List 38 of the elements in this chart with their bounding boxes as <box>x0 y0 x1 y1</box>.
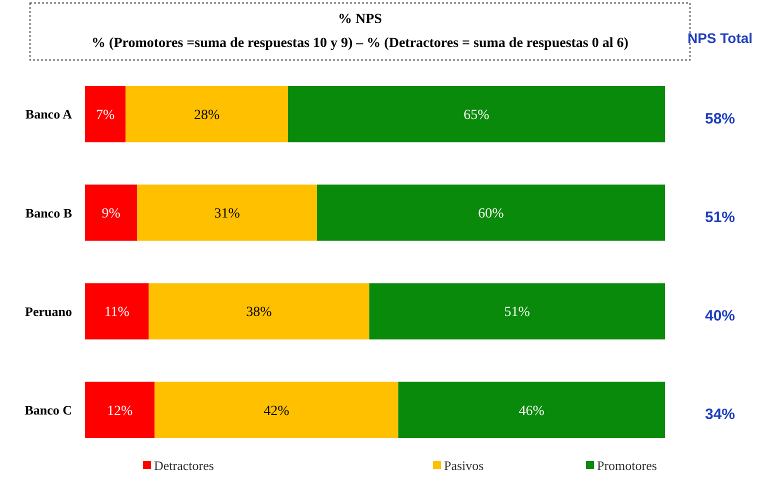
chart-subtitle: % (Promotores =suma de respuestas 10 y 9) – % (Detractores = suma de respuestas 0 al 6) <box>92 36 629 51</box>
bar <box>398 382 665 438</box>
data-label: 65% <box>464 108 490 123</box>
legend-label: Detractores <box>154 458 214 473</box>
bar <box>369 283 665 340</box>
bar <box>126 86 288 142</box>
bar <box>137 184 317 241</box>
bar <box>288 86 665 142</box>
bar <box>148 283 370 340</box>
text: NPS Total <box>687 30 753 46</box>
data-label: 7% <box>96 108 115 123</box>
bar <box>85 283 149 340</box>
text: 51% <box>704 208 736 226</box>
text: 40% <box>704 308 736 325</box>
data-label: 31% <box>214 206 240 222</box>
data-label: 9% <box>102 206 121 222</box>
data-label: 46% <box>518 404 545 419</box>
chart-title: % NPS <box>338 12 382 27</box>
data-label: 38% <box>246 305 272 320</box>
data-label: 11% <box>104 305 130 320</box>
data-label: 42% <box>264 404 290 419</box>
bar <box>85 86 126 142</box>
legend-label: Promotores <box>597 458 657 473</box>
bar <box>85 382 155 438</box>
y-tick-label: Peruano <box>25 304 72 319</box>
data-label: 12% <box>106 404 133 419</box>
y-tick-label: Banco B <box>25 205 72 220</box>
data-label: 51% <box>504 305 530 320</box>
y-tick-label: Banco A <box>25 106 73 122</box>
data-label: 60% <box>478 206 504 222</box>
bar <box>154 382 398 438</box>
text: 34% <box>704 406 736 424</box>
bar <box>85 184 138 241</box>
y-tick-label: Banco C <box>24 402 72 418</box>
bar <box>317 184 665 241</box>
text: 58% <box>704 110 736 128</box>
data-label: 28% <box>194 108 220 123</box>
legend-label: Pasivos <box>444 458 484 473</box>
